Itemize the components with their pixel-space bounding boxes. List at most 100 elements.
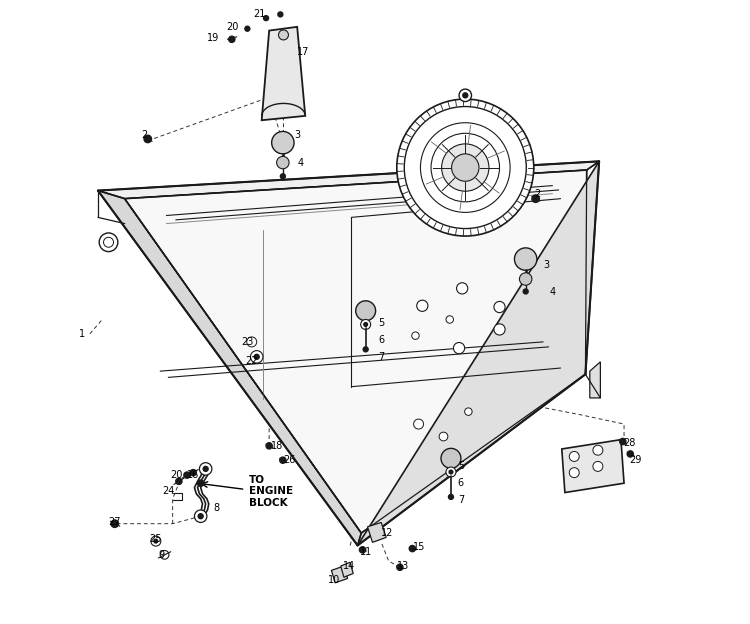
Circle shape [200,462,212,475]
Text: 23: 23 [242,337,254,347]
Polygon shape [368,522,386,542]
Circle shape [111,520,118,527]
Text: 15: 15 [413,542,425,552]
Circle shape [421,123,510,212]
Circle shape [229,36,235,42]
Text: 19: 19 [207,33,219,43]
Circle shape [463,93,468,98]
Circle shape [254,354,260,359]
Polygon shape [332,566,347,583]
Circle shape [251,351,263,363]
Circle shape [413,419,424,429]
Circle shape [449,470,453,474]
Circle shape [532,195,539,202]
Text: 17: 17 [297,47,310,57]
Circle shape [197,480,204,486]
Text: 29: 29 [629,455,641,465]
Text: eReplacementParts.com: eReplacementParts.com [216,317,378,329]
Text: 28: 28 [622,438,635,448]
Circle shape [397,99,534,236]
Text: 14: 14 [343,561,355,571]
Circle shape [442,144,489,191]
Circle shape [160,550,169,559]
Polygon shape [358,170,586,545]
Circle shape [620,439,626,445]
Circle shape [465,408,472,416]
Circle shape [277,157,289,169]
Polygon shape [98,190,362,545]
Circle shape [520,273,532,285]
Text: 5: 5 [458,461,464,471]
Circle shape [272,132,294,154]
Polygon shape [358,162,599,545]
Circle shape [446,316,454,323]
Circle shape [190,469,196,475]
Circle shape [417,300,428,311]
Circle shape [494,324,506,335]
Circle shape [361,319,370,329]
Circle shape [494,301,506,313]
Circle shape [593,446,603,455]
Text: 22: 22 [245,356,258,366]
Circle shape [104,237,113,247]
Text: 5: 5 [378,318,384,328]
Text: 8: 8 [213,503,219,513]
Circle shape [144,135,152,143]
Circle shape [198,514,203,519]
Circle shape [514,248,537,270]
Text: 10: 10 [328,575,340,585]
Circle shape [412,332,419,339]
Text: 21: 21 [254,9,266,19]
Polygon shape [590,362,601,398]
Circle shape [184,472,190,478]
Circle shape [431,134,500,202]
Circle shape [410,545,416,552]
Text: 11: 11 [359,547,372,557]
Circle shape [440,432,448,441]
Text: 6: 6 [458,478,464,488]
Circle shape [404,107,526,228]
Text: 7: 7 [458,495,464,505]
Text: 18: 18 [271,441,283,451]
Text: 26: 26 [283,455,296,465]
Circle shape [176,478,182,484]
Text: 27: 27 [109,517,121,527]
Circle shape [99,233,118,251]
Text: TO
ENGINE
BLOCK: TO ENGINE BLOCK [249,475,293,508]
Polygon shape [124,170,586,533]
Circle shape [459,89,472,102]
Text: 6: 6 [378,335,384,345]
Text: 9: 9 [158,550,164,560]
Circle shape [454,343,465,354]
Circle shape [627,451,634,457]
Text: 24: 24 [162,486,175,496]
Text: 20: 20 [170,470,182,480]
Circle shape [363,347,368,352]
Circle shape [364,323,368,326]
Polygon shape [562,440,624,492]
Text: 2: 2 [142,130,148,140]
Circle shape [441,449,461,468]
Circle shape [248,339,255,345]
Text: 2: 2 [534,188,540,198]
Circle shape [356,301,376,321]
Polygon shape [340,562,353,577]
Circle shape [151,536,160,546]
Text: 20: 20 [226,22,238,32]
Circle shape [569,467,579,477]
Text: 13: 13 [397,561,410,571]
Text: 4: 4 [550,287,556,297]
Text: 16: 16 [187,470,200,480]
Polygon shape [98,162,599,198]
Circle shape [452,154,479,181]
Text: 12: 12 [381,528,394,538]
Circle shape [194,510,207,522]
Circle shape [154,539,158,543]
Circle shape [569,452,579,461]
Circle shape [359,547,366,553]
Text: 3: 3 [294,130,300,140]
Polygon shape [262,27,305,120]
Circle shape [244,26,250,31]
Circle shape [278,12,283,17]
Circle shape [263,16,268,21]
